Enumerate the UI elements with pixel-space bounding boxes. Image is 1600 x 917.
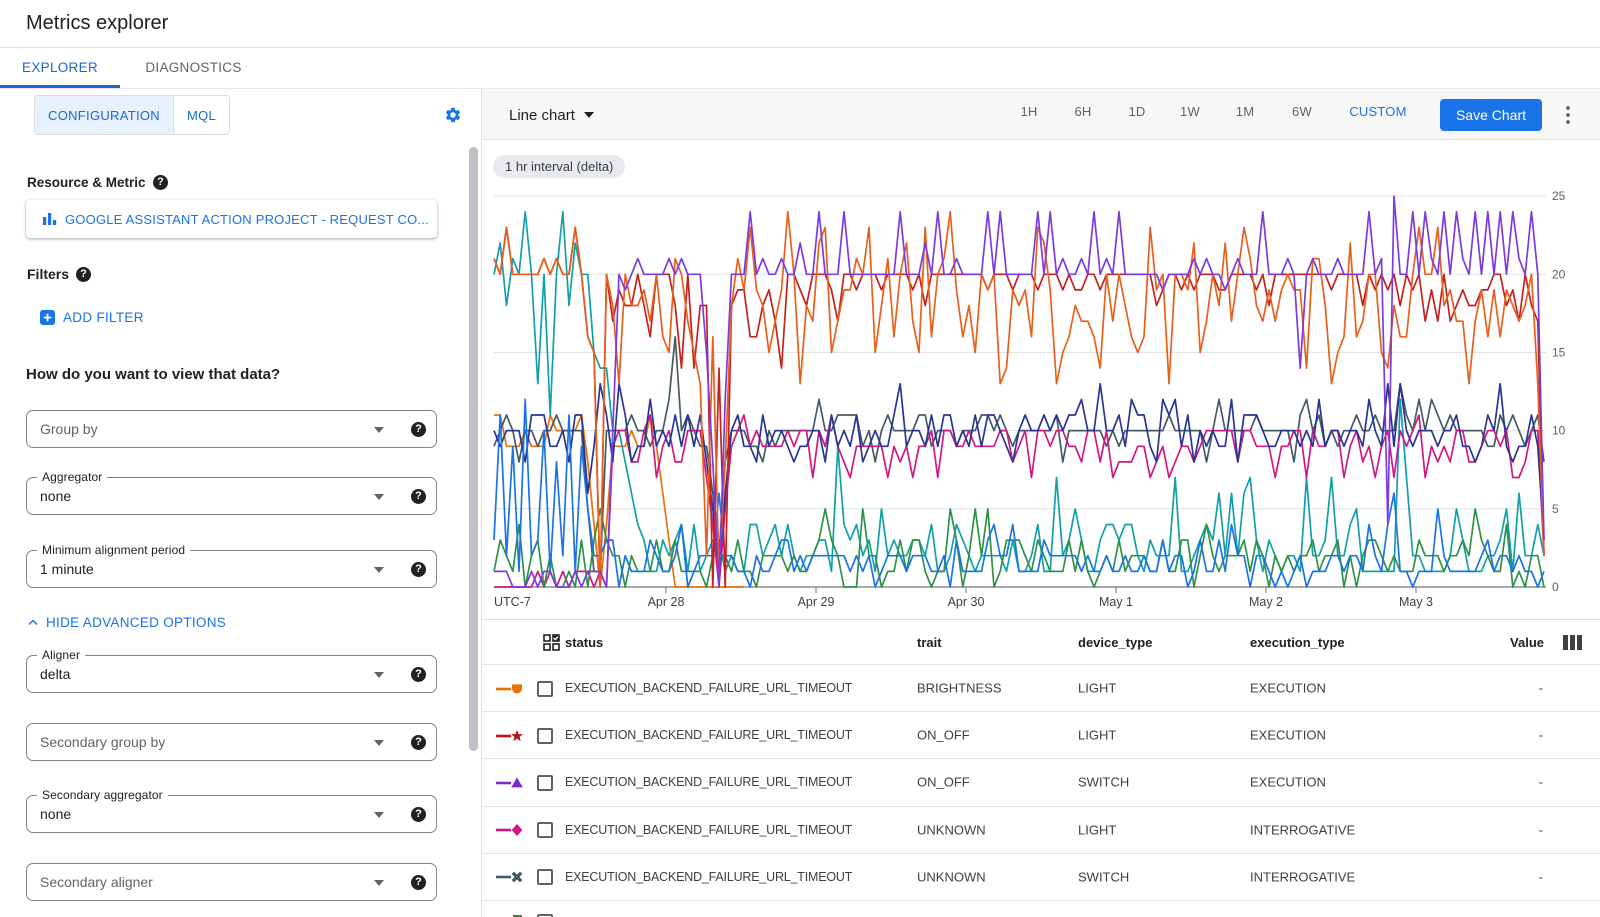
svg-text:UTC-7: UTC-7 xyxy=(494,595,531,609)
svg-text:Apr 29: Apr 29 xyxy=(798,595,835,609)
svg-text:20: 20 xyxy=(1552,267,1566,281)
svg-text:0: 0 xyxy=(1552,580,1559,594)
svg-text:May 2: May 2 xyxy=(1249,595,1283,609)
svg-text:May 1: May 1 xyxy=(1099,595,1133,609)
svg-text:Apr 28: Apr 28 xyxy=(648,595,685,609)
svg-text:Apr 30: Apr 30 xyxy=(948,595,985,609)
svg-text:5: 5 xyxy=(1552,502,1559,516)
svg-text:15: 15 xyxy=(1552,346,1566,360)
svg-text:10: 10 xyxy=(1552,424,1566,438)
svg-text:25: 25 xyxy=(1552,189,1566,203)
svg-text:May 3: May 3 xyxy=(1399,595,1433,609)
